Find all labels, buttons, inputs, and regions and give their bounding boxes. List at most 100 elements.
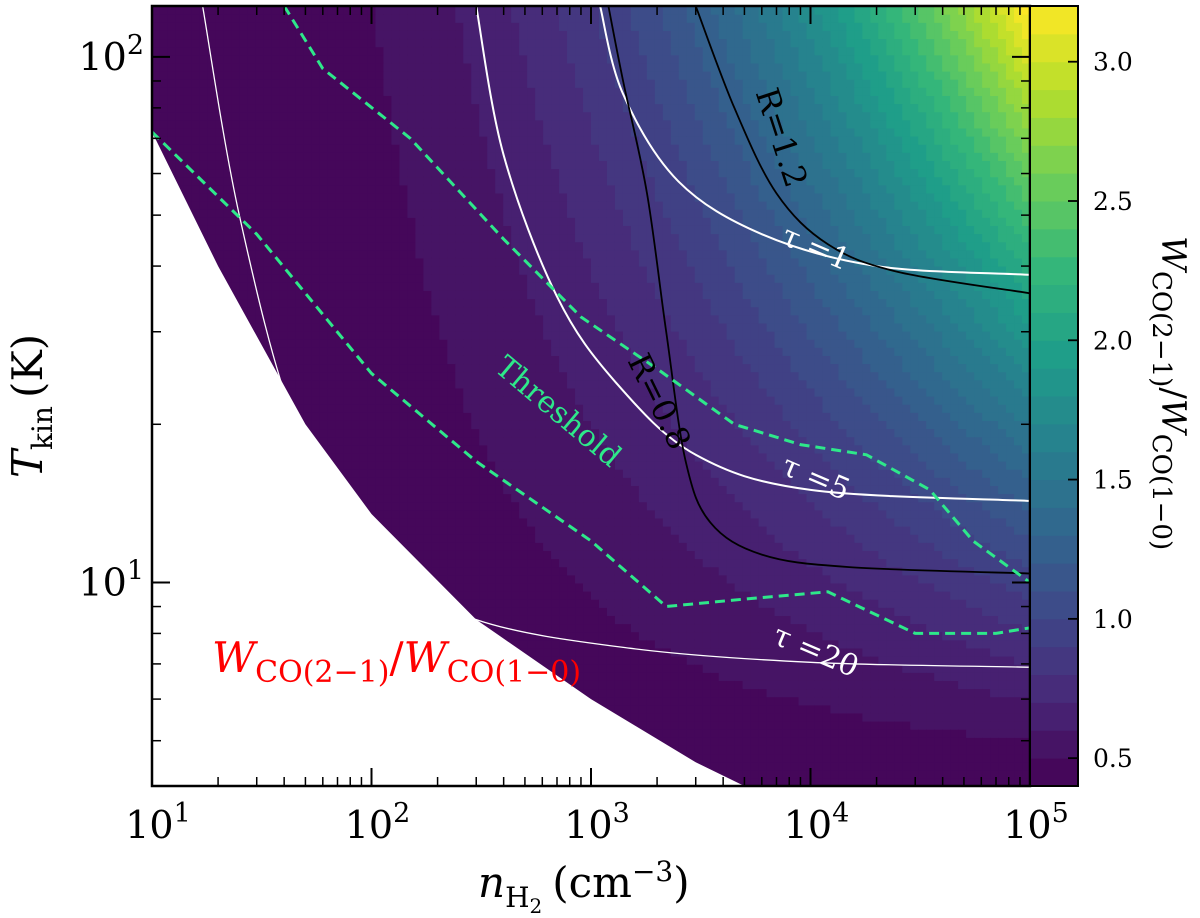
heatmap-cell bbox=[543, 379, 552, 389]
heatmap-cell bbox=[487, 322, 496, 332]
heatmap-cell bbox=[439, 477, 448, 486]
heatmap-cell bbox=[367, 30, 377, 40]
heatmap-cell bbox=[327, 192, 337, 202]
heatmap-cell bbox=[311, 233, 321, 243]
heatmap-cell bbox=[279, 160, 289, 170]
heatmap-cell bbox=[263, 71, 273, 80]
heatmap-cell bbox=[295, 331, 305, 340]
heatmap-cell bbox=[423, 184, 432, 194]
heatmap-cell bbox=[511, 517, 520, 527]
heatmap-cell bbox=[543, 209, 552, 218]
heatmap-cell bbox=[167, 54, 177, 64]
heatmap-cell bbox=[367, 111, 377, 121]
heatmap-cell bbox=[247, 274, 257, 283]
heatmap-cell bbox=[543, 558, 552, 568]
heatmap-cell bbox=[503, 469, 512, 478]
heatmap-cell bbox=[407, 534, 416, 543]
heatmap-cell bbox=[487, 201, 496, 210]
heatmap-cell bbox=[543, 233, 552, 243]
heatmap-cell bbox=[439, 119, 448, 129]
heatmap-cell bbox=[199, 30, 209, 40]
heatmap-cell bbox=[159, 71, 169, 80]
heatmap-cell bbox=[215, 217, 225, 226]
heatmap-cell bbox=[152, 95, 161, 105]
heatmap-cell bbox=[495, 14, 504, 23]
heatmap-cell bbox=[239, 62, 249, 72]
heatmap-cell bbox=[303, 192, 313, 202]
heatmap-cell bbox=[543, 111, 552, 121]
heatmap-cell bbox=[335, 192, 345, 202]
heatmap-cell bbox=[447, 485, 456, 495]
heatmap-cell bbox=[383, 436, 393, 446]
heatmap-cell bbox=[319, 387, 329, 397]
heatmap-cell bbox=[431, 339, 440, 348]
heatmap-cell bbox=[375, 103, 385, 113]
heatmap-cell bbox=[463, 436, 472, 446]
heatmap-cell bbox=[375, 331, 385, 340]
heatmap-cell bbox=[431, 387, 440, 397]
heatmap-cell bbox=[559, 639, 568, 649]
heatmap-cell bbox=[359, 225, 369, 235]
heatmap-cell bbox=[519, 176, 528, 186]
heatmap-cell bbox=[463, 79, 472, 88]
heatmap-cell bbox=[311, 87, 321, 96]
heatmap-cell bbox=[487, 184, 496, 194]
heatmap-cell bbox=[215, 79, 225, 88]
heatmap-cell bbox=[255, 136, 265, 145]
heatmap-cell bbox=[447, 241, 456, 251]
heatmap-cell bbox=[559, 615, 568, 625]
heatmap-cell bbox=[279, 274, 289, 283]
heatmap-cell bbox=[359, 436, 369, 446]
heatmap-cell bbox=[415, 62, 424, 72]
heatmap-cell bbox=[335, 379, 345, 389]
heatmap-cell bbox=[319, 225, 329, 235]
heatmap-cell bbox=[431, 241, 440, 251]
heatmap-cell bbox=[351, 241, 361, 251]
heatmap-cell bbox=[279, 152, 289, 161]
heatmap-cell bbox=[439, 355, 448, 365]
heatmap-cell bbox=[431, 103, 440, 113]
heatmap-cell bbox=[535, 485, 544, 495]
heatmap-cell bbox=[231, 62, 241, 72]
heatmap-cell bbox=[351, 38, 361, 48]
heatmap-cell bbox=[223, 103, 233, 113]
heatmap-cell bbox=[439, 298, 448, 308]
heatmap-cell bbox=[463, 363, 472, 373]
heatmap-cell bbox=[415, 95, 424, 105]
heatmap-cell bbox=[319, 298, 329, 308]
heatmap-cell bbox=[303, 95, 313, 105]
heatmap-cell bbox=[535, 160, 544, 170]
heatmap-cell bbox=[455, 339, 464, 348]
heatmap-cell bbox=[415, 387, 424, 397]
heatmap-cell bbox=[175, 54, 185, 64]
heatmap-cell bbox=[447, 233, 456, 243]
heatmap-cell bbox=[463, 396, 472, 405]
heatmap-cell bbox=[383, 14, 393, 23]
heatmap-cell bbox=[503, 298, 512, 308]
heatmap-cell bbox=[407, 241, 416, 251]
heatmap-cell bbox=[152, 14, 161, 23]
heatmap-cell bbox=[447, 526, 456, 535]
heatmap-cell bbox=[535, 444, 544, 454]
heatmap-cell bbox=[415, 347, 424, 356]
heatmap-cell bbox=[519, 266, 528, 275]
heatmap-cell bbox=[191, 152, 201, 161]
heatmap-cell bbox=[343, 241, 353, 251]
heatmap-cell bbox=[359, 428, 369, 438]
heatmap-cell bbox=[495, 314, 504, 324]
heatmap-cell bbox=[335, 54, 345, 64]
heatmap-cell bbox=[551, 509, 560, 519]
heatmap-cell bbox=[223, 79, 233, 88]
heatmap-cell bbox=[303, 168, 313, 178]
heatmap-cell bbox=[471, 517, 480, 527]
heatmap-cell bbox=[327, 111, 337, 121]
heatmap-cell bbox=[471, 469, 480, 478]
heatmap-cell bbox=[415, 119, 424, 129]
heatmap-cell bbox=[495, 542, 504, 551]
heatmap-cell bbox=[463, 469, 472, 478]
heatmap-cell bbox=[471, 485, 480, 495]
heatmap-cell bbox=[431, 526, 440, 535]
heatmap-cell bbox=[343, 298, 353, 308]
heatmap-cell bbox=[327, 79, 337, 88]
heatmap-cell bbox=[399, 62, 409, 72]
